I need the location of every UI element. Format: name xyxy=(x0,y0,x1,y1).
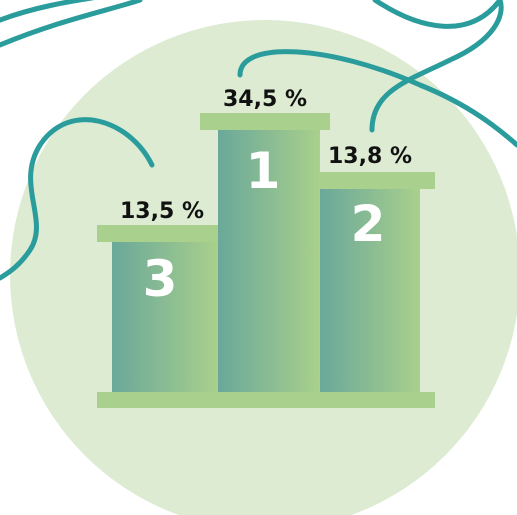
decor-curve xyxy=(372,0,503,29)
rank-number: 1 xyxy=(246,142,281,200)
podium-3 xyxy=(97,225,228,408)
percent-label: 13,8 % xyxy=(328,144,412,169)
rank-number: 2 xyxy=(351,195,386,253)
decor-curve xyxy=(237,49,517,148)
podium-1 xyxy=(200,113,330,408)
percent-label: 13,5 % xyxy=(120,199,204,224)
podium-2 xyxy=(308,172,435,408)
decor-curve xyxy=(369,0,504,133)
decor-curve xyxy=(0,0,143,48)
percent-label: 34,5 % xyxy=(223,87,307,112)
rank-number: 3 xyxy=(143,250,178,308)
decor-curve xyxy=(0,117,155,281)
decor-curve xyxy=(0,0,95,23)
